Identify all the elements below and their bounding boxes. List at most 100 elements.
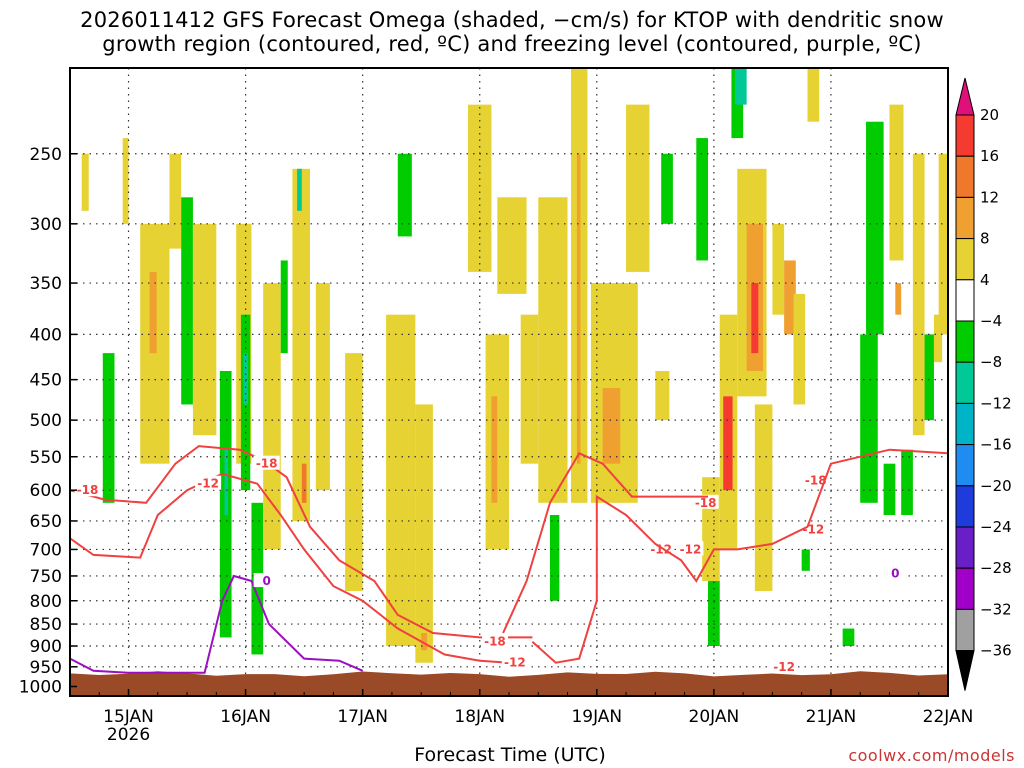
- omega-cell: [538, 197, 568, 503]
- omega-cell: [149, 271, 157, 354]
- omega-cell: [784, 260, 796, 335]
- colorbar-segment: [955, 485, 975, 528]
- colorbar-label: −36: [980, 642, 1012, 660]
- omega-cell: [102, 353, 115, 503]
- contour-label-bg: [771, 658, 798, 673]
- contour-label: -18: [484, 635, 506, 649]
- omega-cell: [243, 353, 248, 405]
- colorbar-label: 20: [980, 106, 999, 124]
- colorbar-segment: [955, 114, 975, 157]
- omega-cell: [181, 197, 193, 405]
- colorbar-segment: [955, 526, 975, 569]
- colorbar-segment: [955, 320, 975, 363]
- colorbar-label: 12: [980, 188, 999, 206]
- x-tick-label: 18JAN: [454, 707, 505, 727]
- contour-label: -12: [680, 542, 702, 556]
- contour-label-bg: [74, 482, 101, 497]
- colorbar-label: −12: [980, 394, 1012, 412]
- contour-label-bg: [253, 573, 280, 588]
- y-tick-label: 700: [30, 540, 62, 560]
- omega-shading-layer: [81, 68, 948, 663]
- y-tick-label: 550: [30, 448, 62, 468]
- colorbar-label: −20: [980, 477, 1012, 495]
- y-tick-label: 500: [30, 411, 62, 431]
- omega-cell: [397, 153, 412, 237]
- y-tick-label: 250: [30, 145, 62, 165]
- contour-line: [502, 452, 708, 634]
- omega-cell: [793, 293, 806, 405]
- contour-label: -12: [773, 660, 795, 674]
- omega-cell: [386, 314, 416, 647]
- y-tick-label: 400: [30, 325, 62, 345]
- contour-label-bg: [882, 565, 909, 580]
- omega-cell: [866, 121, 884, 335]
- omega-cell: [924, 334, 934, 421]
- omega-cell: [723, 396, 733, 491]
- omega-cell: [933, 314, 943, 363]
- omega-cell: [708, 581, 720, 647]
- omega-cell: [842, 628, 855, 647]
- omega-cell: [576, 153, 581, 464]
- omega-cell: [772, 223, 785, 315]
- y-tick-label: 350: [30, 274, 62, 294]
- colorbar-label: 4: [980, 271, 990, 289]
- omega-cell: [912, 153, 925, 436]
- chart-title-line-1: 2026011412 GFS Forecast Omega (shaded, −…: [80, 8, 944, 32]
- omega-cell: [169, 153, 182, 249]
- omega-cell: [901, 449, 913, 516]
- omega-cell: [263, 283, 281, 550]
- contour-label: -12: [197, 477, 219, 491]
- omega-cell: [468, 104, 492, 272]
- omega-cell: [860, 334, 878, 503]
- contour-label: 0: [891, 566, 899, 580]
- colorbar-segment: [955, 155, 975, 198]
- omega-cell: [122, 138, 129, 224]
- omega-cell: [751, 283, 759, 354]
- omega-cell: [81, 153, 89, 211]
- contour-line: [70, 445, 533, 639]
- colorbar: 20 16 12 8 4 −4 −8 −12 −16 −20 −24 −28 −32 −36: [955, 77, 1012, 691]
- colorbar-segment: [955, 402, 975, 446]
- x-tick-label: 17JAN: [337, 707, 388, 727]
- x-tick-label: 20JAN: [689, 707, 740, 727]
- x-axis-title: Forecast Time (UTC): [414, 744, 606, 766]
- colorbar-label: 8: [980, 230, 990, 248]
- colorbar-segment: [955, 608, 975, 652]
- colorbar-segment: [955, 238, 975, 281]
- contour-label: -12: [650, 542, 672, 556]
- contour-label: -18: [695, 496, 717, 510]
- omega-cell: [497, 197, 527, 294]
- omega-cell: [626, 104, 650, 272]
- omega-cell: [807, 68, 820, 122]
- x-tick-sublabel: 2026: [107, 725, 150, 745]
- x-tick-label: 16JAN: [220, 707, 271, 727]
- omega-cell: [421, 632, 428, 651]
- y-tick-label: 900: [30, 637, 62, 657]
- contour-label-bg: [692, 494, 719, 509]
- omega-cell: [661, 153, 673, 224]
- omega-cell: [549, 515, 560, 601]
- omega-cell: [883, 463, 896, 516]
- colorbar-segment: [955, 196, 975, 240]
- colorbar-label: −28: [980, 559, 1012, 577]
- contour-label: -18: [77, 483, 99, 497]
- colorbar-label: −16: [980, 436, 1012, 454]
- omega-cell: [895, 283, 902, 315]
- colorbar-segment: [955, 279, 975, 322]
- omega-cell: [224, 449, 229, 516]
- y-tick-label: 300: [30, 215, 62, 235]
- contour-label-bg: [481, 633, 508, 648]
- omega-cell: [415, 404, 433, 663]
- contour-label-bg: [253, 455, 280, 470]
- x-tick-label: 21JAN: [806, 707, 857, 727]
- omega-cell: [889, 104, 904, 261]
- omega-cell: [754, 404, 773, 592]
- colorbar-label: −4: [980, 312, 1002, 330]
- omega-cell: [938, 153, 948, 335]
- contour-label-bg: [800, 521, 827, 536]
- omega-cell: [297, 168, 302, 211]
- y-tick-label: 650: [30, 512, 62, 532]
- y-tick-label: 450: [30, 371, 62, 391]
